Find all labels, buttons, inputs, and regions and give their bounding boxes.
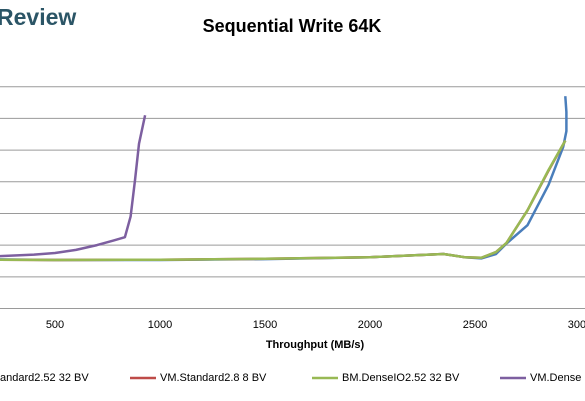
x-tick-label: 2500 [463,319,487,331]
x-tick-label: 3000 [568,319,585,331]
data-line [0,114,147,258]
x-tick-label: 1500 [253,319,277,331]
legend-label: BM.DenseIO2.52 32 BV [342,372,460,384]
x-tick-label: 500 [46,319,64,331]
x-tick-label: 1000 [148,319,172,331]
chart-title: Sequential Write 64K [203,16,382,36]
x-tick-label: 2000 [358,319,382,331]
legend-label: VM.Standard2.8 8 BV [160,372,267,384]
legend-label: VM.Dense [530,372,581,384]
legend-label: andard2.52 32 BV [0,372,89,384]
x-axis-label: Throughput (MB/s) [266,339,365,351]
logo: Review [0,4,76,30]
data-line [0,139,567,262]
